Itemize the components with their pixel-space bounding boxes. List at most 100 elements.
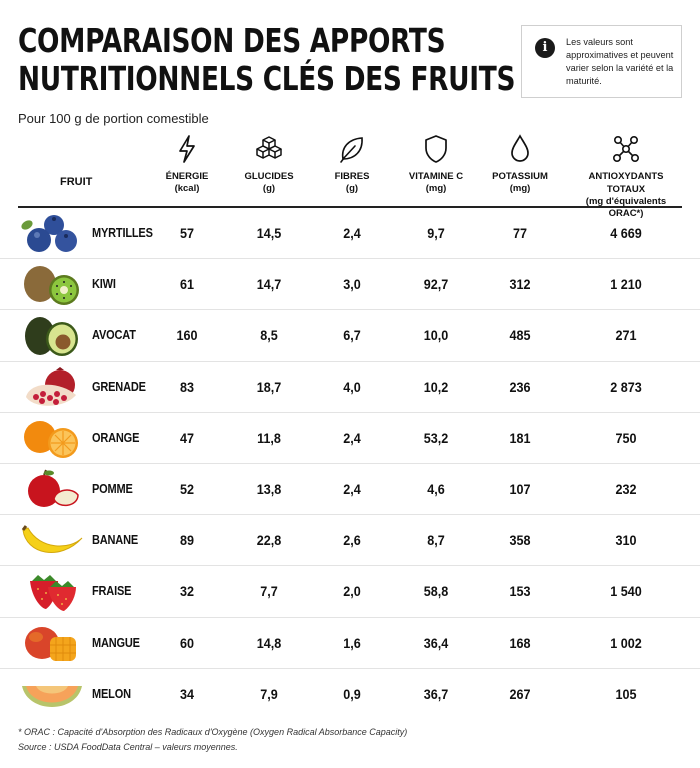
- carbs-value: 8,5: [260, 327, 278, 344]
- energy-value: 83: [179, 378, 195, 395]
- fruit-name: FRAISE: [92, 584, 132, 599]
- banana-image: [21, 525, 83, 554]
- source-footnote: Source : USDA FoodData Central – valeurs…: [18, 742, 238, 752]
- subtitle: Pour 100 g de portion comestible: [18, 111, 209, 126]
- vitamin-c-value: 9,7: [427, 225, 445, 241]
- antioxidants-value: 4 669: [610, 225, 642, 241]
- potassium-value: 358: [509, 532, 531, 549]
- vitamin-c-value: 58,8: [423, 583, 449, 600]
- lightning-icon: [157, 134, 217, 168]
- table-row: MELON 34 7,9 0,9 36,7 267 105: [0, 669, 700, 720]
- carbs-value: 7,9: [260, 685, 278, 702]
- avocado-image: [25, 317, 78, 357]
- carbs-value: 14,5: [256, 225, 282, 241]
- antioxidants-value: 1 210: [610, 276, 642, 293]
- energy-value: 47: [179, 429, 195, 446]
- table-row: BANANE 89 22,8 2,6 8,7 358 310: [0, 515, 700, 567]
- table-row: GRENADE 83 18,7 4,0 10,2 236 2 873: [0, 362, 700, 413]
- vitamin-c-value: 36,7: [423, 685, 449, 702]
- fiber-value: 2,0: [343, 583, 361, 600]
- antioxidants-value: 105: [615, 685, 637, 702]
- vitamin-c-value: 92,7: [423, 276, 449, 293]
- apple-image: [28, 469, 79, 507]
- antioxidants-value: 2 873: [610, 378, 642, 395]
- vitamin-c-value: 4,6: [427, 480, 445, 497]
- energy-value: 57: [179, 225, 195, 241]
- fiber-value: 2,4: [343, 429, 361, 446]
- drop-icon: [490, 134, 550, 168]
- header-potassium: POTASSIUM (mg): [490, 134, 550, 195]
- antioxidants-value: 232: [615, 480, 637, 497]
- header-vitamin-c: VITAMINE C (mg): [404, 134, 468, 195]
- energy-value: 89: [179, 532, 195, 549]
- fruit-name: MANGUE: [92, 635, 140, 650]
- carbs-value: 22,8: [256, 532, 282, 549]
- vitamin-c-value: 36,4: [423, 634, 449, 651]
- table-row: ORANGE 47 11,8 2,4 53,2 181 750: [0, 413, 700, 464]
- header-antioxidants: ANTIOXYDANTS TOTAUX (mg d'équivalents OR…: [571, 134, 681, 220]
- antioxidants-value: 1 540: [610, 583, 642, 600]
- potassium-value: 485: [509, 327, 531, 344]
- molecule-icon: [571, 134, 681, 168]
- vitamin-c-value: 10,2: [423, 378, 449, 395]
- energy-value: 60: [179, 634, 195, 651]
- potassium-value: 107: [509, 480, 531, 497]
- fruit-name: GRENADE: [92, 379, 146, 394]
- fiber-value: 3,0: [343, 276, 361, 293]
- fruit-name: ORANGE: [92, 430, 140, 445]
- energy-value: 32: [179, 583, 195, 600]
- header-divider: [18, 206, 682, 208]
- page-title: COMPARAISON DES APPORTS NUTRITIONNELS CL…: [18, 21, 516, 98]
- info-note-text: Les valeurs sont approximatives et peuve…: [566, 37, 674, 86]
- energy-value: 61: [179, 276, 195, 293]
- fiber-value: 2,6: [343, 532, 361, 549]
- fiber-value: 1,6: [343, 634, 361, 651]
- vitamin-c-value: 8,7: [427, 532, 445, 549]
- carbs-value: 18,7: [256, 378, 282, 395]
- fruit-name: MELON: [92, 686, 131, 701]
- header-fiber: FIBRES (g): [322, 134, 382, 195]
- fiber-value: 0,9: [343, 685, 361, 702]
- energy-value: 34: [179, 685, 195, 702]
- potassium-value: 168: [509, 634, 531, 651]
- fruit-name: POMME: [92, 481, 133, 496]
- header-energy: ÉNERGIE (kcal): [157, 134, 217, 195]
- header-fruit: FRUIT: [60, 176, 93, 188]
- potassium-value: 312: [509, 276, 531, 293]
- title-line-1: COMPARAISON DES APPORTS: [18, 21, 446, 60]
- fiber-value: 2,4: [343, 225, 361, 241]
- potassium-value: 236: [509, 378, 531, 395]
- fiber-value: 2,4: [343, 480, 361, 497]
- carbs-value: 13,8: [256, 480, 282, 497]
- nutrition-table: MYRTILLES 57 14,5 2,4 9,7 77 4 669 KIWI …: [0, 208, 700, 720]
- energy-value: 160: [176, 327, 198, 344]
- orange-image: [24, 420, 78, 458]
- header-carbs: GLUCIDES (g): [238, 134, 300, 195]
- carbs-value: 7,7: [260, 583, 278, 600]
- potassium-value: 181: [509, 429, 531, 446]
- orac-footnote: * ORAC : Capacité d'Absorption des Radic…: [18, 727, 408, 737]
- mango-image: [25, 626, 76, 661]
- shield-icon: [404, 134, 468, 168]
- table-row: MANGUE 60 14,8 1,6 36,4 168 1 002: [0, 618, 700, 669]
- antioxidants-value: 1 002: [610, 634, 642, 651]
- antioxidants-value: 750: [615, 429, 637, 446]
- carbs-value: 14,8: [256, 634, 282, 651]
- table-row: KIWI 61 14,7 3,0 92,7 312 1 210: [0, 259, 700, 311]
- leaf-icon: [322, 134, 382, 168]
- potassium-value: 77: [512, 225, 528, 241]
- kiwi-image: [24, 266, 79, 306]
- potassium-value: 153: [509, 583, 531, 600]
- title-line-2: NUTRITIONNELS CLÉS DES FRUITS: [18, 59, 516, 98]
- antioxidants-value: 310: [615, 532, 637, 549]
- strawberry-image: [30, 575, 76, 612]
- antioxidants-value: 271: [615, 327, 637, 344]
- fruit-name: MYRTILLES: [92, 226, 153, 240]
- sugar-cubes-icon: [238, 134, 300, 168]
- table-header: ÉNERGIE (kcal) GLUCIDES (g) FIBRES (g) V…: [0, 134, 700, 219]
- info-icon: i: [535, 38, 555, 58]
- fiber-value: 4,0: [343, 378, 361, 395]
- fruit-name: BANANE: [92, 533, 139, 548]
- fiber-value: 6,7: [343, 327, 361, 344]
- info-note: i Les valeurs sont approximatives et peu…: [521, 25, 682, 98]
